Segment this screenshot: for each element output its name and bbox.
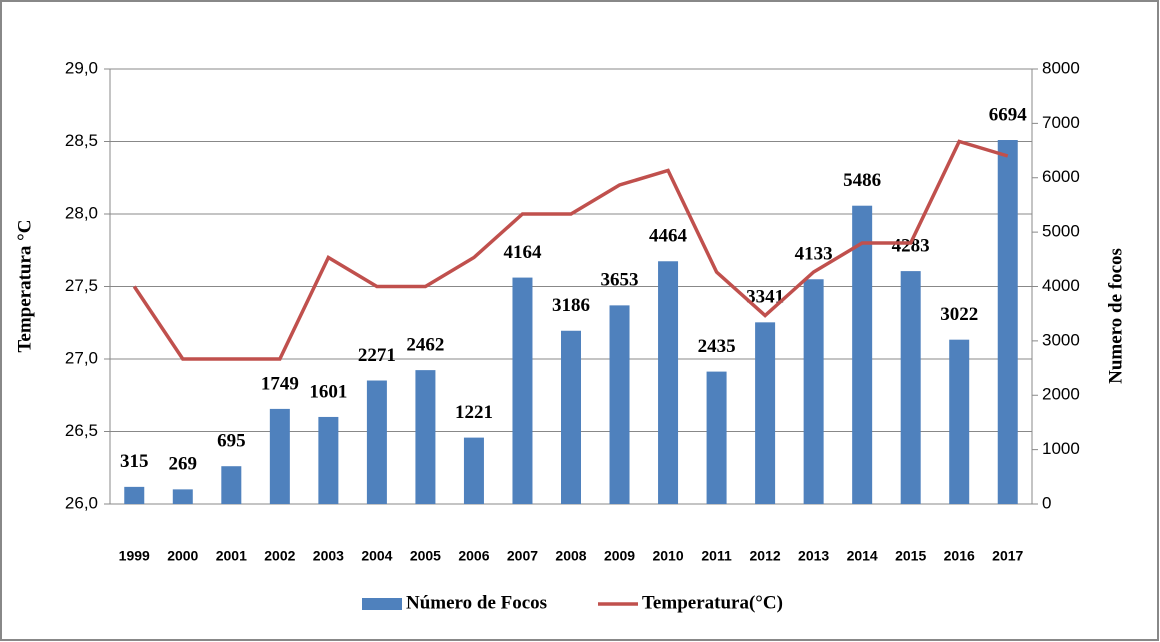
data-label: 3186 [552,295,590,316]
x-tick-label: 2010 [652,548,683,564]
y2-tick-label: 0 [1042,493,1051,512]
data-label: 4164 [503,242,542,263]
bar [172,489,193,504]
x-tick-label: 1999 [119,548,150,564]
data-label: 2462 [406,334,444,355]
bar [949,339,970,504]
y-tick-label: 26,0 [65,493,98,512]
y2-axis-title: Numero de focos [1105,248,1126,384]
data-label: 2435 [698,336,736,357]
x-tick-label: 2012 [750,548,781,564]
data-label: 3341 [746,287,784,308]
x-tick-label: 2015 [895,548,926,564]
data-label: 4464 [649,226,688,247]
x-tick-label: 2001 [216,548,247,564]
data-label: 2271 [358,345,396,366]
legend-label: Temperatura(°C) [642,592,783,613]
bar [463,437,484,504]
x-tick-label: 2008 [555,548,586,564]
y2-tick-label: 8000 [1042,58,1080,77]
data-label: 695 [217,431,246,452]
x-tick-label: 2005 [410,548,441,564]
bar [221,466,242,504]
x-tick-label: 2016 [944,548,975,564]
data-label: 1221 [455,402,493,423]
line [132,139,1009,361]
y-tick-label: 29,0 [65,58,98,77]
x-tick-label: 2000 [167,548,198,564]
bar [852,205,873,505]
y-tick-label: 26,5 [65,421,98,440]
y2-tick-label: 5000 [1042,222,1080,241]
bar [803,279,824,504]
legend-swatch [362,598,402,610]
bar [318,416,339,504]
x-tick-label: 2003 [313,548,344,564]
y2-tick-label: 3000 [1042,330,1080,349]
bar [124,486,145,504]
x-tick-label: 2009 [604,548,635,564]
legend-label: Número de Focos [406,592,547,613]
bar [609,305,630,504]
y-tick-label: 28,5 [65,131,98,150]
data-label: 3653 [601,270,639,291]
x-tick-label: 2007 [507,548,538,564]
bar [269,408,290,504]
data-label: 5486 [843,170,881,191]
data-label: 269 [169,454,198,475]
data-label: 315 [120,451,149,472]
x-tick-label: 2014 [847,548,878,564]
bar [415,370,436,504]
y-tick-label: 28,0 [65,203,98,222]
bar [658,261,679,504]
bar [366,380,387,504]
x-tick-label: 2004 [361,548,392,564]
bar [561,330,581,504]
bar [706,371,727,504]
y-tick-label: 27,5 [65,276,98,295]
data-label: 4283 [892,235,930,256]
y2-tick-label: 7000 [1042,113,1080,132]
data-label: 1601 [309,381,347,402]
y-axis-title: Temperatura °C [14,219,35,352]
y2-tick-label: 6000 [1042,167,1080,186]
y2-tick-label: 1000 [1042,439,1080,458]
y2-tick-label: 4000 [1042,276,1080,295]
data-label: 4133 [795,244,833,265]
y-tick-label: 27,0 [65,348,98,367]
x-tick-label: 2006 [458,548,489,564]
bar [512,277,533,504]
x-tick-label: 2013 [798,548,829,564]
bar [900,271,921,504]
bar [997,140,1018,505]
data-label: 3022 [940,304,978,325]
bar [755,322,776,504]
x-tick-label: 2011 [701,548,732,564]
y2-tick-label: 2000 [1042,385,1080,404]
x-tick-label: 2017 [992,548,1023,564]
data-label: 1749 [261,373,299,394]
data-label: 6694 [989,104,1028,125]
x-tick-label: 2002 [264,548,295,564]
